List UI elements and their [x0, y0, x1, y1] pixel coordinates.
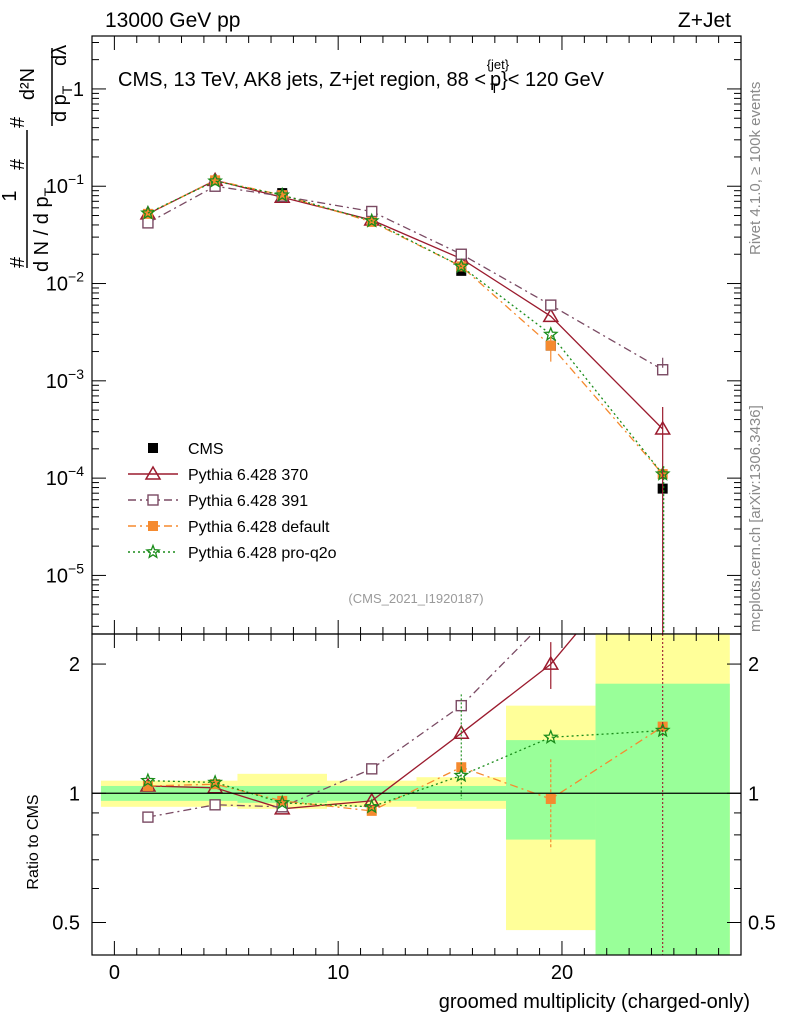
- legend-marker-p391: [147, 494, 159, 506]
- point-proq2o-3: [363, 212, 380, 228]
- main-ytick-label-2: 10−2: [46, 269, 84, 296]
- series-p391: [142, 180, 669, 376]
- mcplots-label: mcplots.cern.ch [arXiv:1306.3436]: [747, 405, 764, 632]
- legend-label-p370: Pythia 6.428 370: [188, 467, 308, 484]
- ratio-point-p391-1: [209, 799, 221, 811]
- band-green-1: [237, 785, 327, 803]
- series-proq2o: [140, 172, 671, 481]
- legend-label-p391: Pythia 6.428 391: [188, 493, 308, 510]
- header-left: 13000 GeV pp: [105, 9, 240, 32]
- point-p391-4: [455, 248, 467, 260]
- ratio-ytick-label-r-1: 1: [748, 783, 759, 805]
- ratio-axes: 0.5 0.51 12 20 10 20: [52, 633, 776, 984]
- ratio-series-p391: [142, 634, 534, 823]
- main-ytick-label-3: 10−3: [46, 366, 84, 393]
- ratio-point-p391-0: [142, 811, 154, 823]
- rivet-label: Rivet 4.1.0, ≥ 100k events: [747, 82, 764, 255]
- point-default-3: [366, 216, 377, 227]
- legend-marker-p370: [144, 465, 162, 480]
- ratio-point-proq2o-6: [654, 722, 671, 738]
- ratio-point-default-0: [142, 780, 153, 791]
- ratio-ylabel: Ratio to CMS: [25, 794, 42, 889]
- ylabel-denominator2: d pT: [49, 85, 75, 122]
- chart-title: CMS, 13 TeV, AK8 jets, Z+jet region, 88 …: [118, 57, 605, 96]
- ratio-point-proq2o-4: [453, 767, 470, 783]
- ratio-point-proq2o-2: [274, 794, 291, 810]
- legend-item-p370: Pythia 6.428 370: [128, 465, 308, 484]
- ratio-point-proq2o-1: [207, 774, 224, 790]
- ratio-clipped: [139, 634, 671, 955]
- ratio-xtick-label-1: 10: [327, 962, 349, 984]
- ylabel-hash2: #: [7, 158, 29, 170]
- ratio-series-layer: [139, 634, 671, 955]
- point-proq2o-2: [274, 186, 291, 202]
- point-default-1: [210, 175, 221, 186]
- ylabel-one: 1: [0, 190, 21, 201]
- header-right: Z+Jet: [678, 9, 731, 32]
- x-axis-label: groomed multiplicity (charged-only): [439, 991, 750, 1013]
- point-proq2o-4: [453, 258, 470, 274]
- ylabel-hash3: #: [7, 116, 29, 128]
- point-p391-3: [366, 205, 378, 218]
- legend-label-default: Pythia 6.428 default: [188, 519, 330, 536]
- ratio-series-proq2o: [140, 722, 671, 814]
- ratio-point-default-1: [210, 779, 221, 790]
- ratio-ytick-label-r-2: 2: [748, 654, 759, 676]
- point-default-2: [277, 190, 288, 201]
- ratio-point-p391-4: [455, 699, 467, 712]
- ratio-xtick-label-2: 20: [551, 962, 573, 984]
- legend-marker-default: [148, 521, 158, 531]
- ratio-bands: [100, 634, 730, 955]
- main-axes: 1 10−1 10−2 10−3 10−4 10−5: [46, 35, 742, 635]
- point-default-0: [142, 208, 153, 219]
- series-line-p391: [147, 185, 664, 371]
- series-line-proq2o: [147, 180, 664, 475]
- ratio-point-default-2: [277, 795, 288, 806]
- ratio-point-p391-3: [366, 763, 378, 775]
- point-p391-0: [142, 217, 154, 229]
- main-series-layer: [139, 171, 671, 634]
- main-ytick-label-1: 10−1: [46, 171, 84, 198]
- point-proq2o-1: [207, 172, 224, 188]
- legend-item-p391: Pythia 6.428 391: [128, 493, 308, 510]
- series-line-default: [147, 179, 664, 475]
- main-ytick-label-4: 10−4: [46, 463, 84, 490]
- ratio-xtick-label-0: 0: [109, 962, 120, 984]
- series-line-p370: [147, 179, 664, 430]
- ylabel-dlambda: dλ: [49, 45, 71, 66]
- analysis-id: (CMS_2021_I1920187): [348, 591, 483, 606]
- legend-marker-proq2o: [145, 543, 161, 559]
- y-axis-label: # # # 1 d N / d pT d²N d pT dλ: [0, 45, 75, 272]
- ratio-ytick-label-l-2: 2: [69, 654, 80, 676]
- ratio-frame: [91, 633, 742, 956]
- main-ytick-label-5: 10−5: [46, 560, 84, 587]
- ratio-point-default-3: [366, 805, 377, 816]
- legend-item-default: Pythia 6.428 default: [128, 519, 330, 536]
- ratio-line-proq2o: [147, 729, 663, 808]
- series-p370: [139, 171, 671, 435]
- ylabel-numerator: d²N: [17, 68, 39, 100]
- point-p370-5: [542, 307, 560, 323]
- ratio-point-default-5: [545, 793, 556, 804]
- ylabel-hash1: #: [7, 256, 29, 268]
- legend-item-proq2o: Pythia 6.428 pro-q2o: [128, 543, 337, 562]
- point-p391-5: [545, 299, 557, 311]
- legend-label-cms: CMS: [188, 441, 224, 458]
- ratio-ytick-label-r-0: 0.5: [748, 912, 776, 934]
- ylabel-denominator1: d N / d pT: [31, 187, 57, 272]
- legend: CMS Pythia 6.428 370 Pythia 6.428 391 Pythi…: [128, 441, 337, 562]
- legend-item-cms: CMS: [148, 441, 224, 458]
- point-proq2o-0: [140, 204, 156, 220]
- ratio-point-p370-4: [452, 724, 470, 739]
- main-ytick-label-0: 1: [73, 79, 84, 101]
- legend-label-proq2o: Pythia 6.428 pro-q2o: [188, 545, 337, 562]
- ratio-point-proq2o-5: [542, 728, 559, 745]
- legend-marker-cms: [148, 443, 158, 453]
- ratio-point-proq2o-3: [363, 798, 380, 814]
- ratio-point-proq2o-0: [140, 772, 156, 788]
- ratio-ytick-label-l-1: 1: [69, 783, 80, 805]
- ratio-ytick-label-l-0: 0.5: [52, 912, 80, 934]
